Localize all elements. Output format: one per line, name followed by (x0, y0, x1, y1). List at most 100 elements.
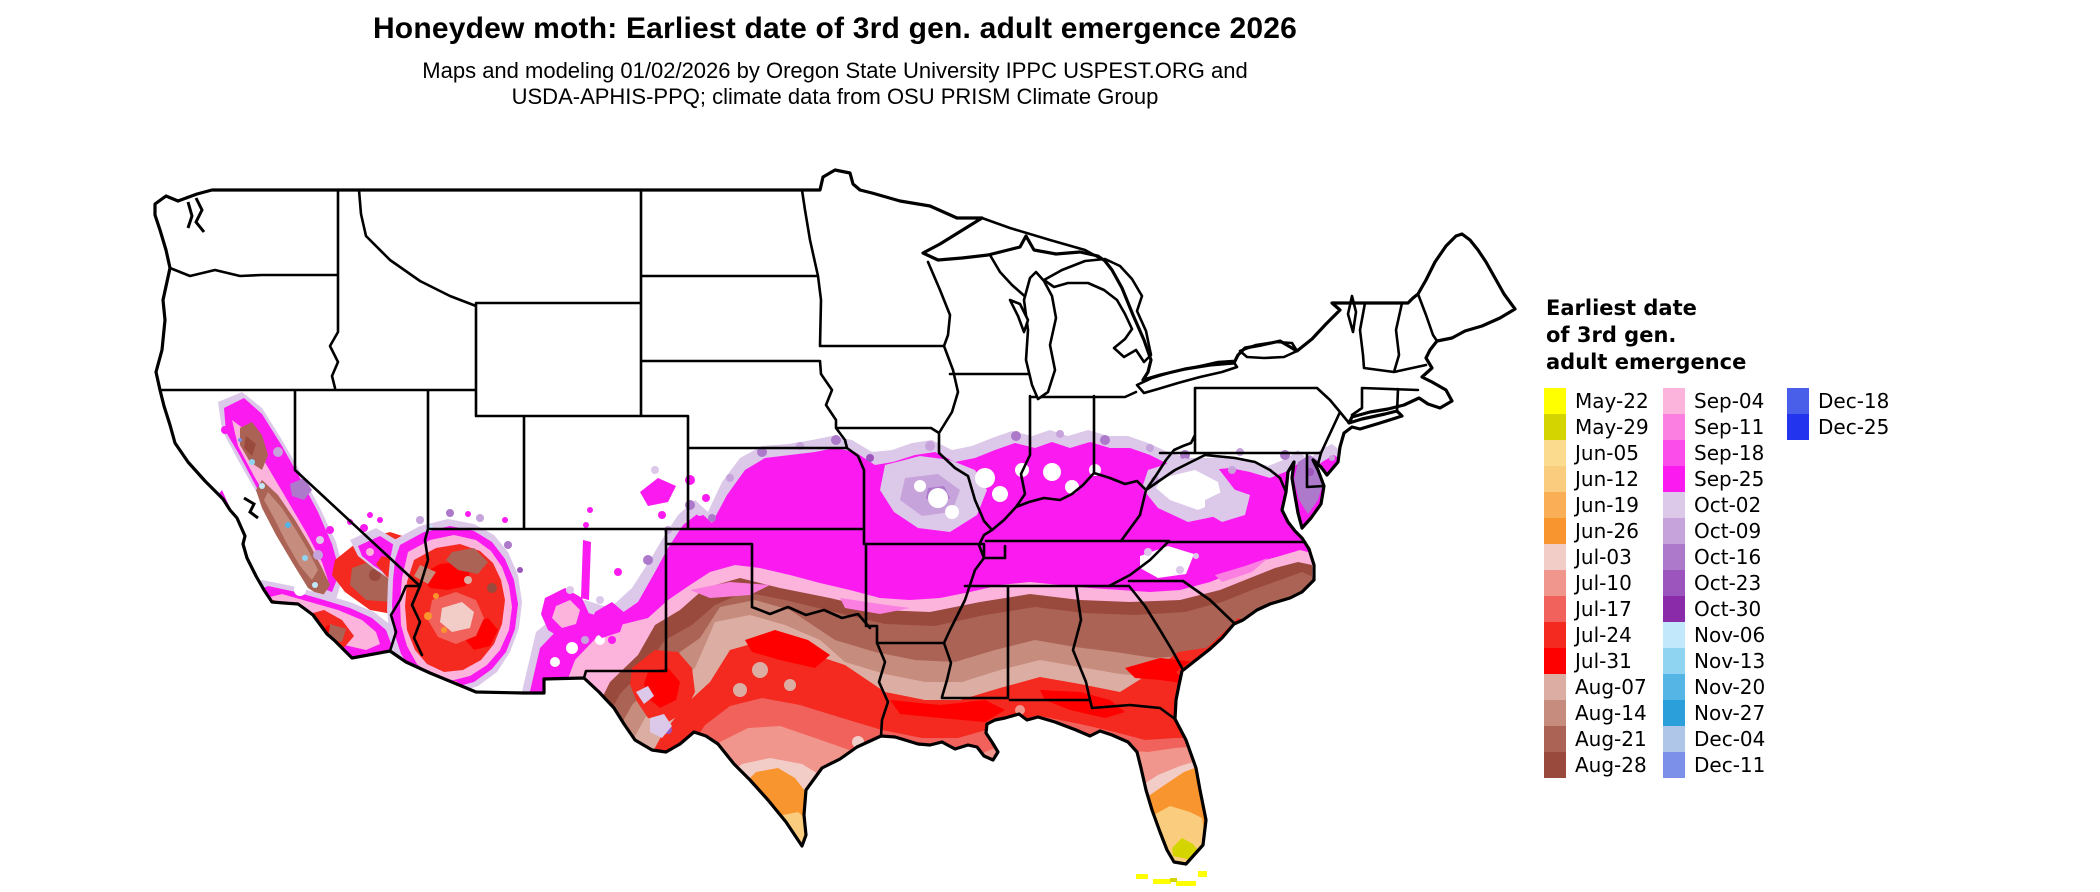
legend-entry: Sep-18 (1663, 440, 1765, 466)
legend-entry: Oct-23 (1663, 570, 1765, 596)
legend-entry: Sep-25 (1663, 466, 1765, 492)
legend-column-1: May-22 May-29 Jun-05 Jun-12 Jun-19 Jun-26 Jul-… (1544, 388, 1649, 778)
legend-swatch-Jul-03 (1544, 544, 1566, 570)
legend-swatch-Aug-28 (1544, 752, 1566, 778)
legend-swatch-Jul-10 (1544, 570, 1566, 596)
legend-label: Dec-18 (1818, 389, 1890, 413)
legend-label: Nov-27 (1694, 701, 1766, 725)
legend-label: Jun-05 (1575, 441, 1639, 465)
legend-swatch-Sep-11 (1663, 414, 1685, 440)
legend-label: May-22 (1575, 389, 1649, 413)
wtx-red-core (644, 668, 680, 708)
legend-label: Sep-11 (1694, 415, 1765, 439)
legend-swatch-Jun-05 (1544, 440, 1566, 466)
legend-swatch-Jul-31 (1544, 648, 1566, 674)
nm-patches (541, 507, 626, 640)
bigbend-lavender (650, 714, 672, 738)
legend-swatch-Dec-18 (1787, 388, 1809, 414)
legend-entry: Aug-14 (1544, 700, 1649, 726)
smokies-lavender-dots (651, 466, 1250, 574)
legend-label: Aug-28 (1575, 753, 1647, 777)
legend-swatch-Nov-13 (1663, 648, 1685, 674)
legend-swatch-Nov-27 (1663, 700, 1685, 726)
legend-label: Oct-30 (1694, 597, 1762, 621)
legend-label: Jun-12 (1575, 467, 1639, 491)
green-bay (1008, 298, 1030, 334)
legend-entry: Sep-04 (1663, 388, 1765, 414)
legend-label: Oct-09 (1694, 519, 1762, 543)
lake-champlain (1346, 294, 1358, 334)
davis-mtns-lavender (636, 686, 654, 704)
legend-entry: Dec-25 (1787, 414, 1889, 440)
legend-entry: Jul-17 (1544, 596, 1649, 622)
legend-column-3: Dec-18 Dec-25 (1787, 388, 1889, 440)
mobile-dot (1015, 705, 1025, 715)
puget-sound (186, 197, 206, 233)
legend-entry: Jun-12 (1544, 466, 1649, 492)
legend-title: Earliest date of 3rd gen. adult emergenc… (1546, 295, 1746, 376)
blobs-Sep-11 (690, 558, 1268, 614)
tan-islands-texas (733, 662, 796, 697)
subtitle: Maps and modeling 01/02/2026 by Oregon S… (0, 58, 1670, 110)
legend-swatch-Oct-02 (1663, 492, 1685, 518)
legend-title-line-2: of 3rd gen. (1546, 323, 1677, 347)
legend-swatch-Sep-04 (1663, 388, 1685, 414)
legend-entry: Dec-11 (1663, 752, 1765, 778)
legend-title-line-1: Earliest date (1546, 296, 1697, 320)
legend-title-line-3: adult emergence (1546, 350, 1747, 374)
legend-swatch-Oct-16 (1663, 544, 1685, 570)
legend-entry: Aug-07 (1544, 674, 1649, 700)
legend-entry: May-22 (1544, 388, 1649, 414)
subtitle-line-1: Maps and modeling 01/02/2026 by Oregon S… (422, 58, 1248, 83)
lake-huron (1042, 257, 1153, 364)
legend-label: Aug-14 (1575, 701, 1647, 725)
florida-keys (1136, 871, 1207, 886)
legend-swatch-Sep-25 (1663, 466, 1685, 492)
legend-label: Sep-25 (1694, 467, 1765, 491)
legend-swatch-Nov-20 (1663, 674, 1685, 700)
legend-entry: Dec-18 (1787, 388, 1889, 414)
legend-swatch-Jun-26 (1544, 518, 1566, 544)
legend-entry: Nov-20 (1663, 674, 1765, 700)
legend-entry: Oct-30 (1663, 596, 1765, 622)
legend-swatch-Oct-30 (1663, 596, 1685, 622)
legend-swatch-Dec-04 (1663, 726, 1685, 752)
legend-label: Jul-31 (1575, 649, 1632, 673)
legend-entry: Jul-31 (1544, 648, 1649, 674)
legend-entry: Oct-02 (1663, 492, 1765, 518)
legend-label: Dec-04 (1694, 727, 1766, 751)
legend-swatch-Jul-17 (1544, 596, 1566, 622)
legend-swatch-Sep-18 (1663, 440, 1685, 466)
legend-label: Dec-25 (1818, 415, 1890, 439)
state-borders (158, 188, 1439, 738)
legend-label: Jul-10 (1575, 571, 1632, 595)
legend-swatch-May-22 (1544, 388, 1566, 414)
colorado-patches (640, 475, 710, 519)
legend-entry: Nov-27 (1663, 700, 1765, 726)
legend-label: Jun-19 (1575, 493, 1639, 517)
header: Honeydew moth: Earliest date of 3rd gen.… (0, 12, 1670, 110)
legend-swatch-Jun-19 (1544, 492, 1566, 518)
legend-swatch-Jun-12 (1544, 466, 1566, 492)
page-title: Honeydew moth: Earliest date of 3rd gen.… (372, 12, 1298, 45)
us-outline (153, 168, 1517, 866)
legend-swatch-Dec-25 (1787, 414, 1809, 440)
lake-michigan (1022, 270, 1058, 401)
legend-label: Nov-13 (1694, 649, 1766, 673)
legend-swatch-Oct-23 (1663, 570, 1685, 596)
legend-label: Jul-24 (1575, 623, 1632, 647)
great-lakes (1008, 257, 1358, 401)
legend-entry: Aug-28 (1544, 752, 1649, 778)
legend-swatch-Oct-09 (1663, 518, 1685, 544)
legend-entry: May-29 (1544, 414, 1649, 440)
legend-swatch-May-29 (1544, 414, 1566, 440)
legend-label: Jul-03 (1575, 545, 1632, 569)
legend-swatch-Aug-14 (1544, 700, 1566, 726)
sf-bay (243, 496, 259, 520)
legend-entry: Oct-16 (1663, 544, 1765, 570)
legend-label: Nov-20 (1694, 675, 1766, 699)
legend-label: Aug-21 (1575, 727, 1647, 751)
legend-entry: Jun-19 (1544, 492, 1649, 518)
legend-swatch-Dec-11 (1663, 752, 1685, 778)
